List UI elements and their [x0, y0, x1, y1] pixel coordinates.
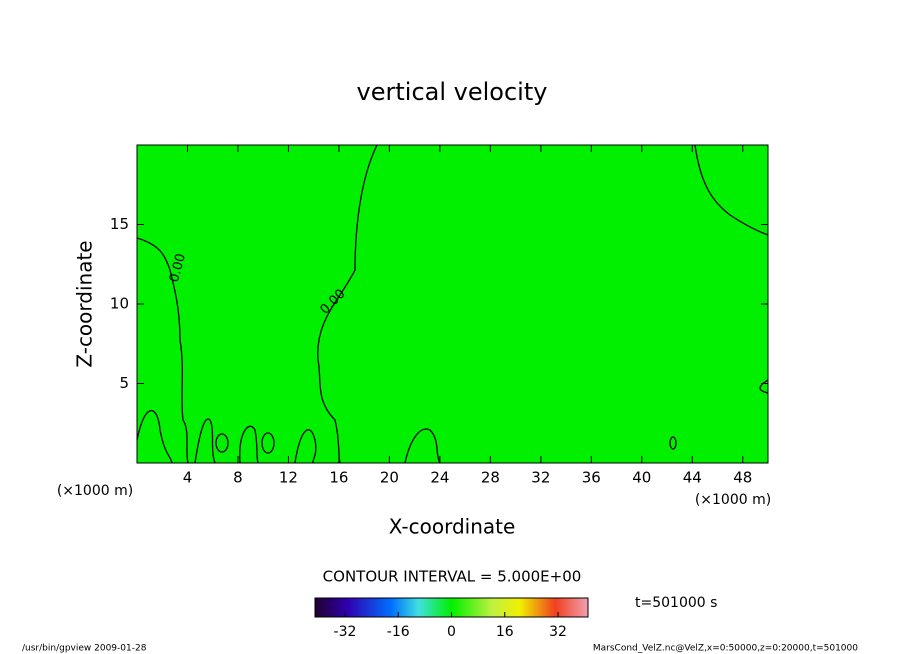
contour-line: [669, 436, 677, 450]
contour-line: [239, 425, 259, 464]
x-tick-label: 4: [183, 469, 193, 487]
x-tick-label: 44: [683, 469, 702, 487]
x-tick-label: 48: [733, 469, 752, 487]
contours: [136, 144, 769, 464]
x-tick-label: 24: [430, 469, 449, 487]
x-tick-label: 8: [233, 469, 243, 487]
contour-line: [694, 144, 769, 236]
contour-line: [404, 428, 441, 464]
contour-line: [294, 429, 317, 464]
contour-interval: CONTOUR INTERVAL = 5.000E+00: [323, 568, 582, 586]
footer-right: MarsCond_VelZ.nc@VelZ,x=0:50000,z=0:2000…: [593, 644, 858, 654]
contour-line: [317, 144, 378, 464]
x-tick-label: 16: [329, 469, 348, 487]
contour-line: [215, 433, 229, 453]
x-tick-label: 36: [582, 469, 601, 487]
chart-title: vertical velocity: [357, 78, 548, 106]
colorbar-tick-label: 0: [447, 624, 456, 640]
field: [137, 145, 768, 463]
colorbar-tick-label: 32: [549, 624, 567, 640]
colorbar-tick-label: -32: [334, 624, 357, 640]
contour-line: [136, 410, 173, 464]
contour-line: [759, 379, 769, 394]
contour-line: [136, 237, 189, 464]
footer-left: /usr/bin/gpview 2009-01-28: [22, 644, 147, 654]
time-label: t=501000 s: [635, 595, 717, 611]
x-unit: (×1000 m): [57, 483, 133, 499]
colorbar-tick-label: 16: [496, 624, 514, 640]
contour-line: [194, 418, 216, 464]
x-tick-label: 28: [481, 469, 500, 487]
x-tick-label: 12: [279, 469, 298, 487]
contour-line: [261, 432, 275, 454]
y-axis-label: Z-coordinate: [73, 240, 97, 367]
x-tick-label: 20: [380, 469, 399, 487]
contour-label: 0.00: [167, 252, 189, 284]
y-tick-label: 10: [110, 295, 129, 313]
y-tick-label: 5: [119, 374, 129, 392]
x-tick-label: 32: [531, 469, 550, 487]
x-tick-label: 40: [632, 469, 651, 487]
y-tick-label: 15: [110, 215, 129, 233]
x-unit: (×1000 m): [695, 492, 771, 508]
colorbar-tick-label: -16: [387, 624, 410, 640]
x-axis-label: X-coordinate: [389, 515, 516, 539]
